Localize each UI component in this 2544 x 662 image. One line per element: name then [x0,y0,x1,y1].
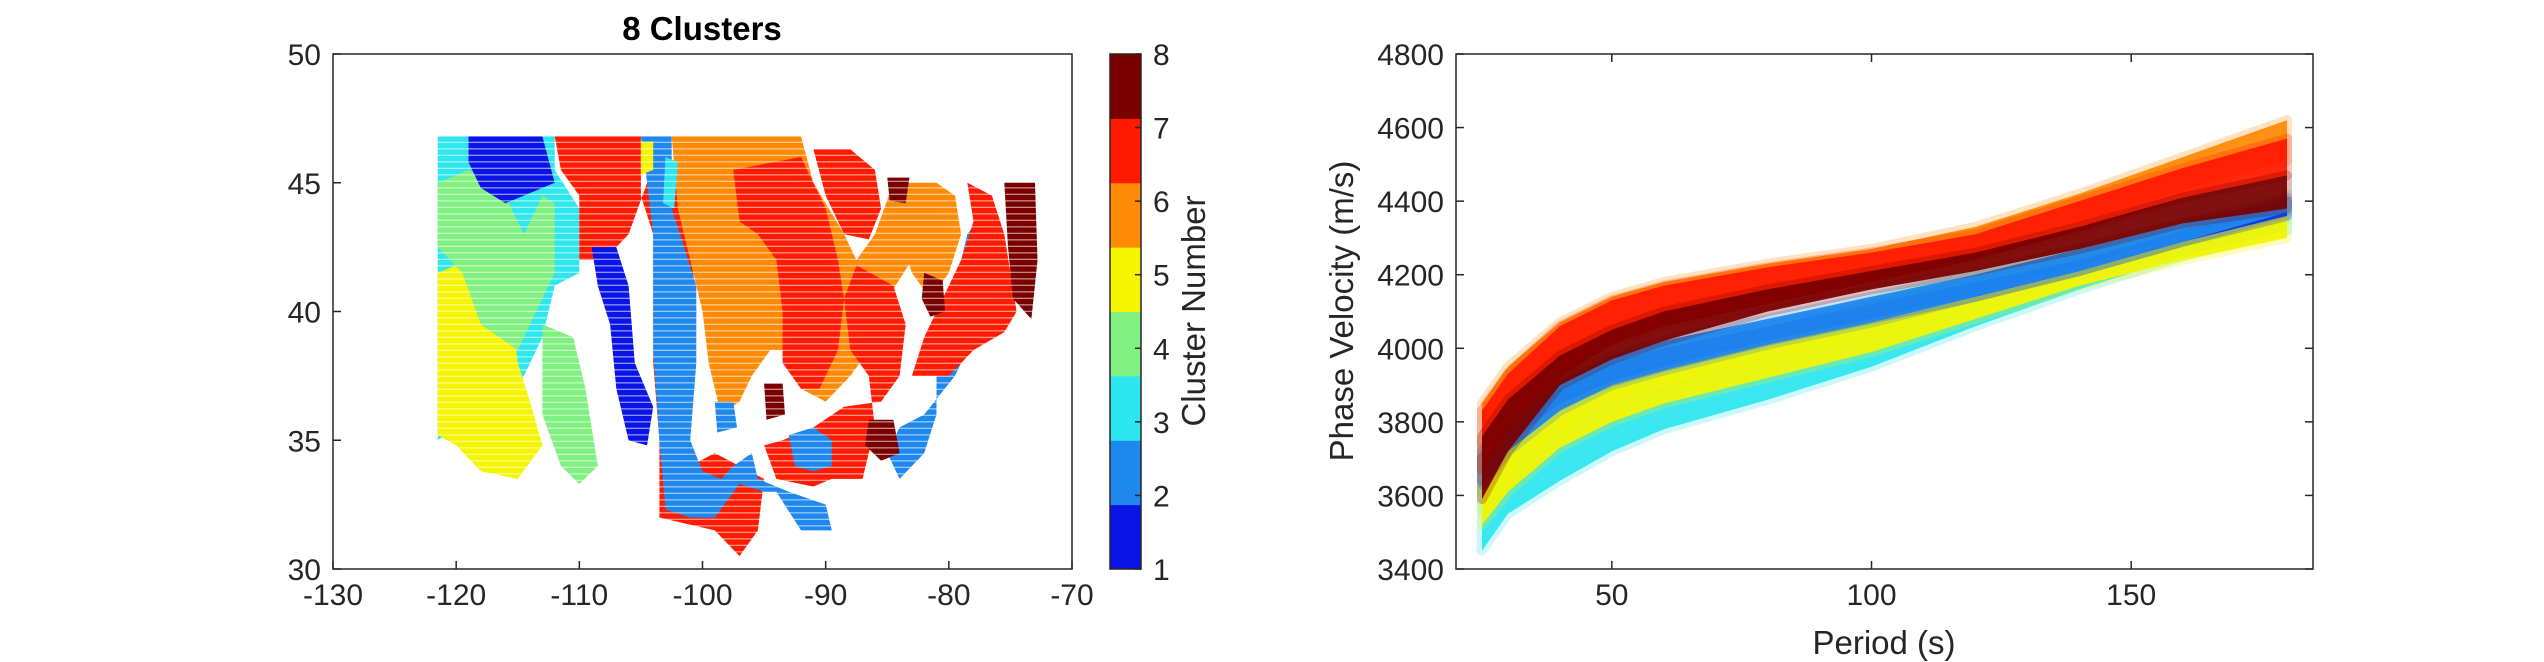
colorbar: 1 2 3 4 5 6 7 8 Cluster Number [1109,39,1212,587]
map-xtick-label: -70 [1050,579,1093,612]
velocity-band-7 [1482,138,2287,470]
cluster-map-chart: 8 Clusters -130 -120 -110 -100 -90 -80 -70 30 35… [288,10,1094,612]
map-xtick-label: -120 [426,579,486,612]
map-ytick-label: 45 [288,168,321,201]
map-xtick-label: -90 [804,579,847,612]
colorbar-swatch-1 [1110,504,1141,570]
velocity-band-8 [1482,175,2287,500]
colorbar-swatch-4 [1110,311,1141,377]
colorbar-tick-label: 3 [1153,407,1170,440]
velocity-xtick-label: 150 [2106,579,2156,612]
velocity-ytick-label: 4800 [1377,39,1444,72]
velocity-axes-box [1455,53,2314,570]
cluster-map-row-texture [333,54,1072,569]
velocity-ytick-label: 4400 [1377,186,1444,219]
phase-velocity-chart: 50 100 150 3400 3600 3800 4000 4200 4400 4600 4800… [1323,39,2314,661]
colorbar-tick-label: 7 [1153,113,1170,146]
colorbar-tick-label: 4 [1153,333,1170,366]
velocity-ytick-label: 4000 [1377,333,1444,366]
velocity-band-2 [1482,197,2287,485]
colorbar-frame [1109,53,1142,570]
map-xtick-label: -80 [927,579,970,612]
colorbar-swatch-7 [1110,118,1141,184]
velocity-curve-bands [1477,115,2292,556]
velocity-xtick-label: 50 [1595,579,1628,612]
velocity-ytick-label: 3600 [1377,480,1444,513]
map-ytick-label: 35 [288,425,321,458]
velocity-xlabel: Period (s) [1812,624,1955,661]
cluster-map-ticks: -130 -120 -110 -100 -90 -80 -70 30 35 40 45 50 [288,39,1094,612]
colorbar-tick-label: 1 [1153,554,1170,587]
colorbar-swatch-6 [1110,182,1141,248]
colorbar-swatch-3 [1110,375,1141,441]
map-xtick-label: -130 [303,579,363,612]
cluster-map-title: 8 Clusters [622,10,782,47]
velocity-ytick-label: 4200 [1377,260,1444,293]
colorbar-ticks: 1 2 3 4 5 6 7 8 [1135,39,1170,587]
velocity-ylabel: Phase Velocity (m/s) [1323,161,1360,462]
velocity-ytick-label: 4600 [1377,113,1444,146]
colorbar-swatches [1110,54,1141,570]
colorbar-swatch-8 [1110,54,1141,119]
colorbar-tick-label: 6 [1153,186,1170,219]
map-xtick-label: -100 [672,579,732,612]
colorbar-label: Cluster Number [1175,195,1212,426]
map-xtick-label: -110 [550,579,608,612]
map-ytick-label: 30 [288,554,321,587]
velocity-ticks: 50 100 150 3400 3600 3800 4000 4200 4400 4600 4800 [1377,39,2313,612]
velocity-ytick-label: 3800 [1377,407,1444,440]
map-ytick-label: 40 [288,297,321,330]
colorbar-swatch-2 [1110,440,1141,506]
colorbar-tick-label: 2 [1153,480,1170,513]
colorbar-swatch-5 [1110,247,1141,312]
colorbar-tick-label: 8 [1153,39,1170,72]
map-ytick-label: 50 [288,39,321,72]
velocity-ytick-label: 3400 [1377,554,1444,587]
colorbar-tick-label: 5 [1153,260,1170,293]
velocity-xtick-label: 100 [1846,579,1896,612]
